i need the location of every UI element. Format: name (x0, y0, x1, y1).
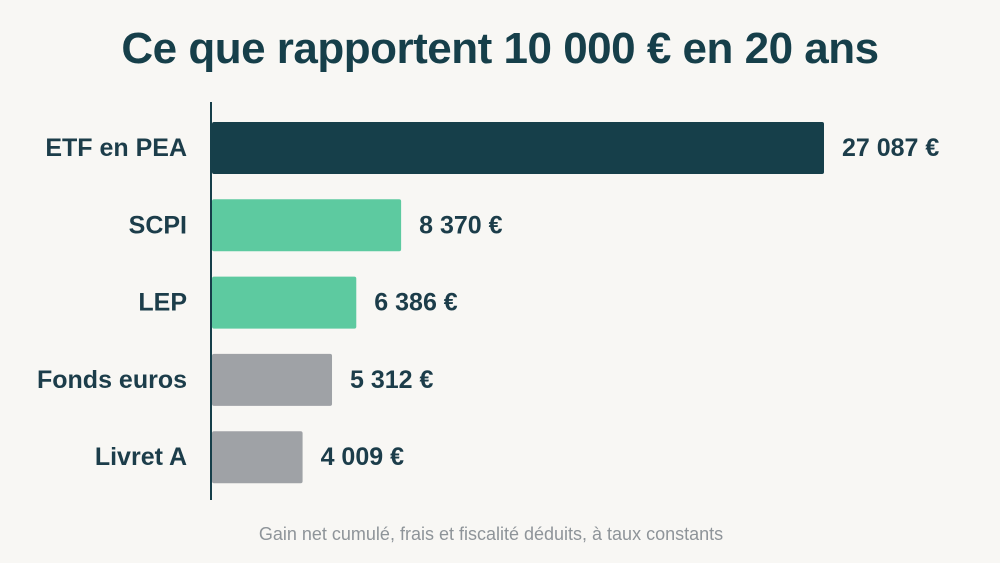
category-label-2: LEP (138, 289, 187, 317)
bar-2 (212, 276, 357, 329)
chart-caption: Gain net cumulé, frais et fiscalité dédu… (258, 524, 724, 544)
value-label-3: 5 312 € (350, 366, 434, 394)
chart-title: Ce que rapportent 10 000 € en 20 ans (121, 24, 879, 73)
category-label-3: Fonds euros (37, 366, 187, 394)
category-label-4: Livret A (95, 443, 187, 471)
category-label-0: ETF en PEA (45, 134, 187, 162)
bar-3 (212, 353, 333, 406)
bar-1 (212, 199, 402, 252)
bar-0 (212, 122, 824, 174)
value-label-2: 6 386 € (374, 289, 458, 317)
value-label-1: 8 370 € (419, 211, 503, 239)
value-label-4: 4 009 € (321, 443, 405, 471)
category-label-1: SCPI (129, 211, 187, 239)
value-label-0: 27 087 € (842, 134, 939, 162)
bar-4 (212, 431, 303, 484)
